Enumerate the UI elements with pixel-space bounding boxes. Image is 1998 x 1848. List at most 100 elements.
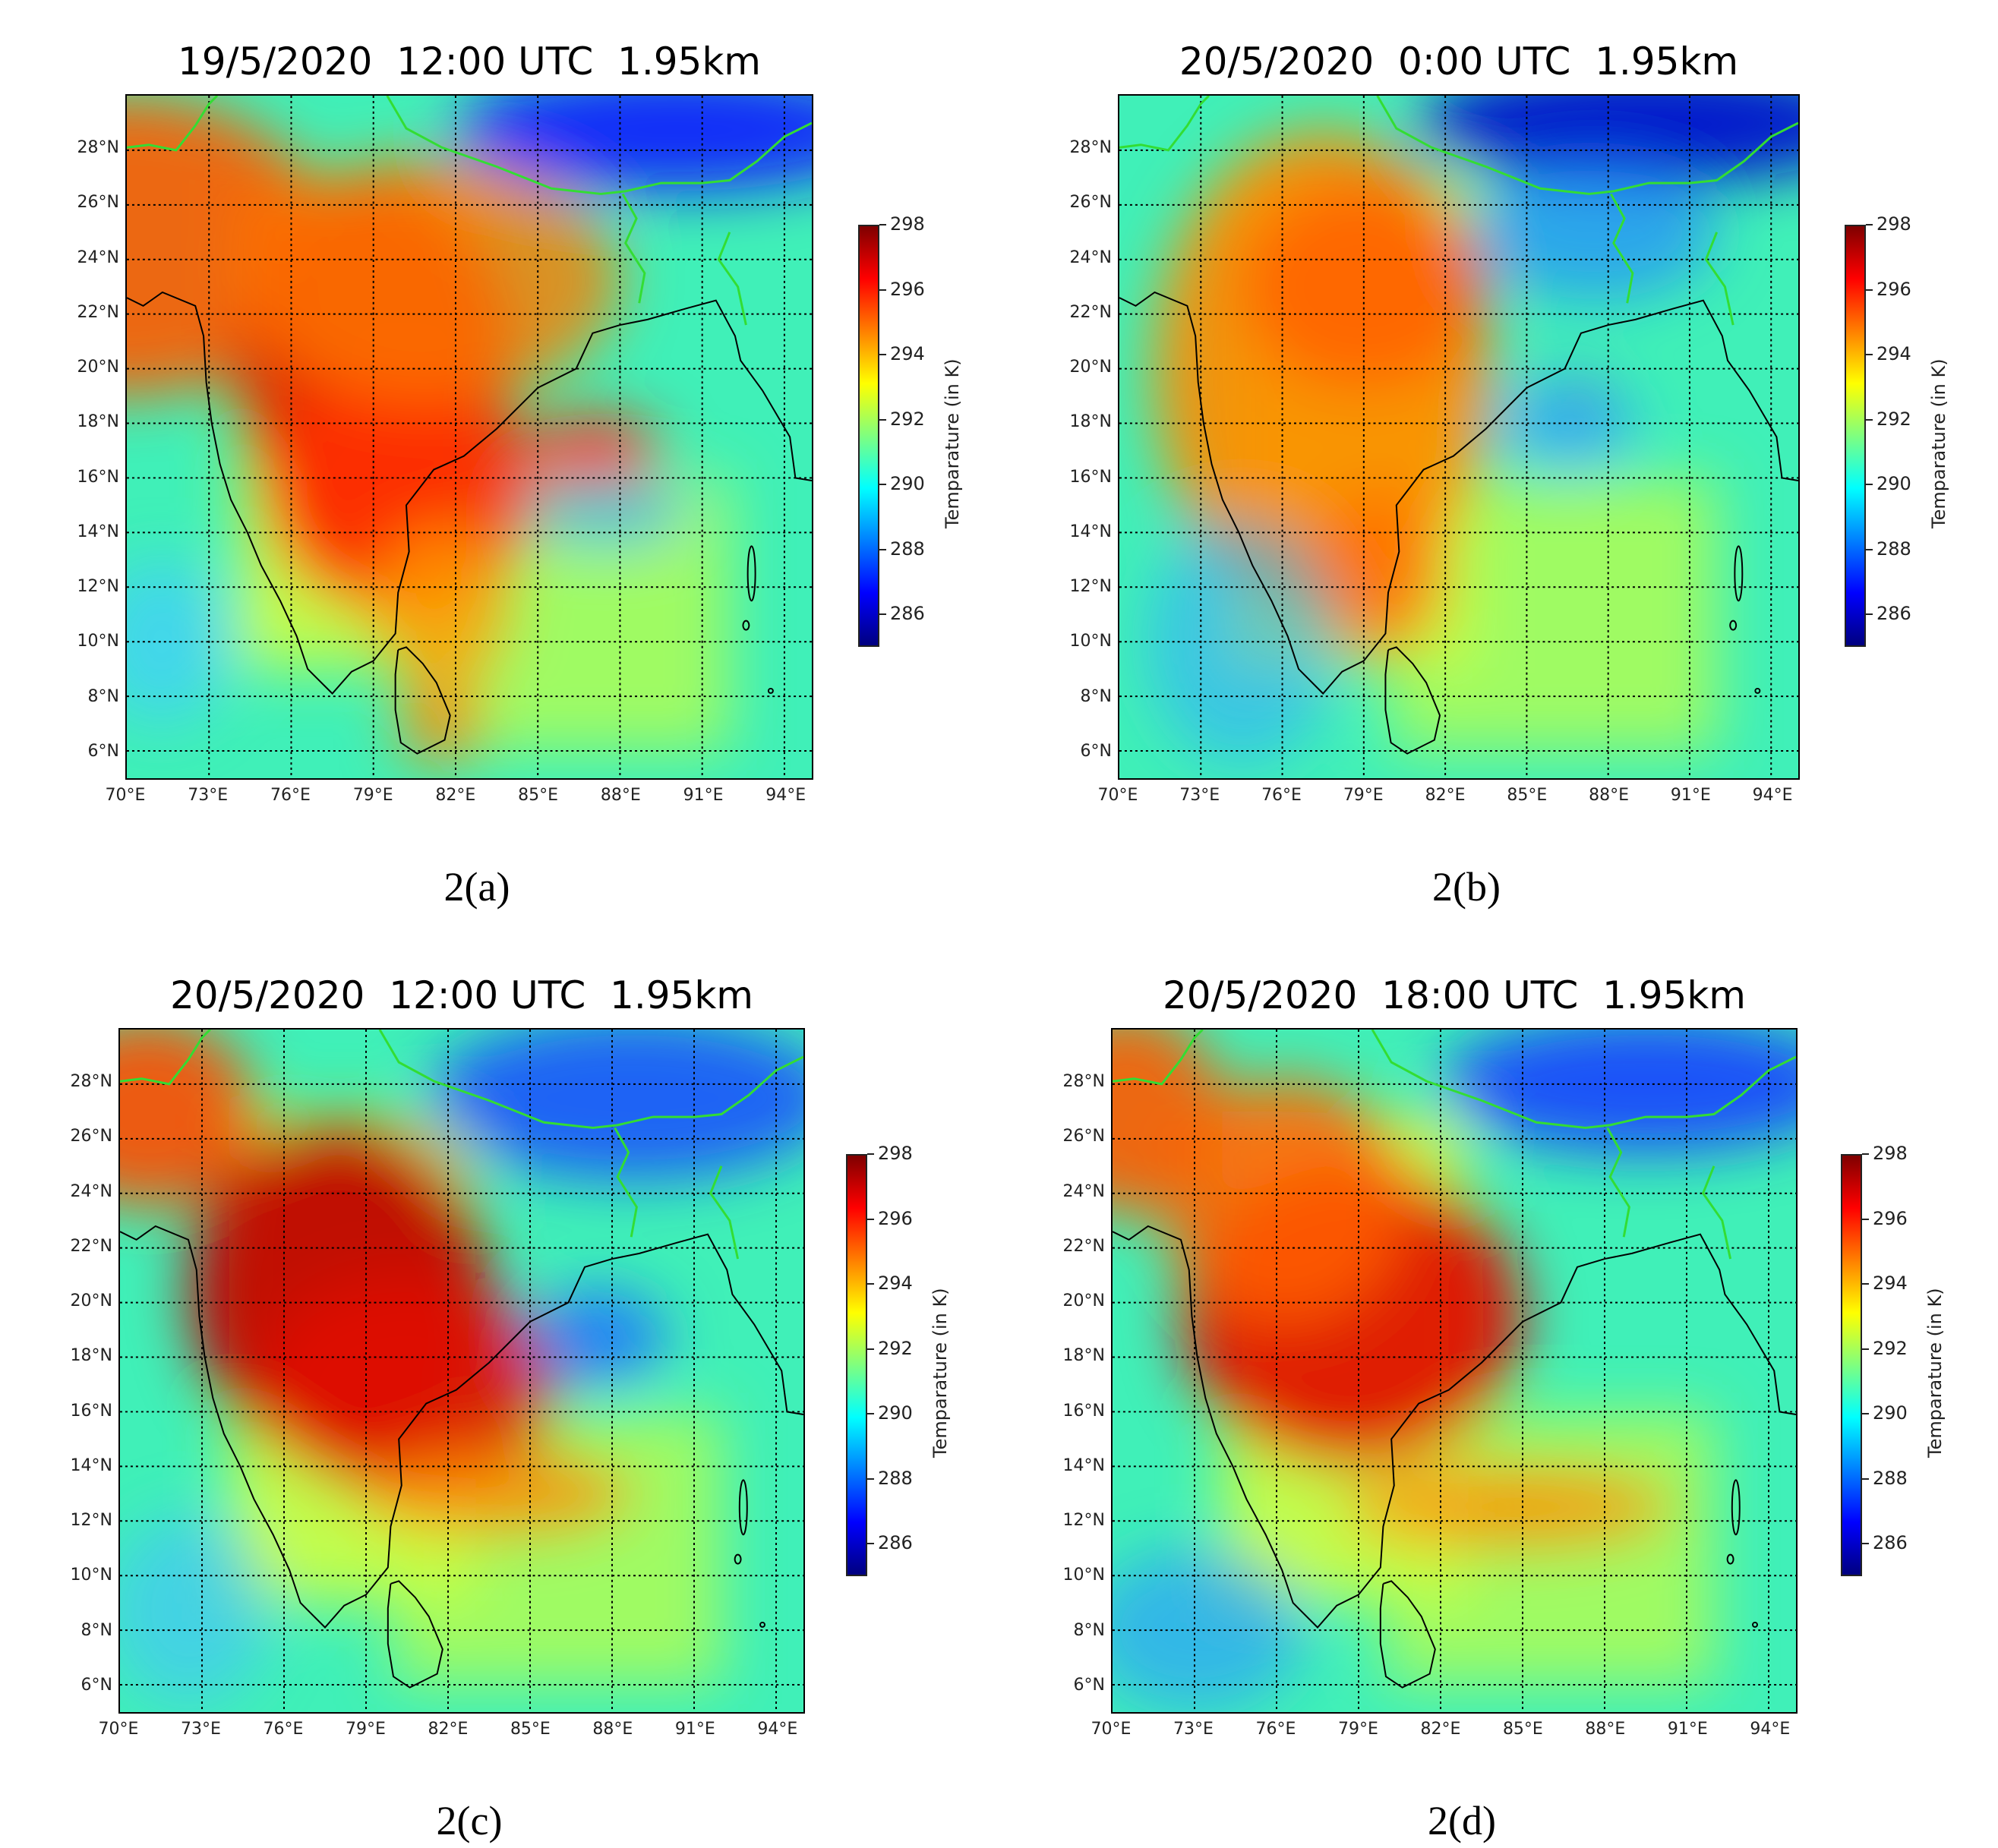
y-tick-label: 16°N <box>1062 1401 1105 1421</box>
colorbar <box>1841 1154 1862 1576</box>
y-tick-label: 6°N <box>87 741 119 761</box>
panel-title: 20/5/2020 0:00 UTC 1.95km <box>1179 39 1739 84</box>
x-tick-label: 85°E <box>1502 1720 1543 1739</box>
x-tick-label: 73°E <box>188 786 229 805</box>
panel-title: 20/5/2020 12:00 UTC 1.95km <box>169 973 754 1017</box>
x-tick-label: 79°E <box>352 786 393 805</box>
y-tick-label: 22°N <box>1069 302 1112 322</box>
temperature-map <box>1118 94 1800 780</box>
colorbar-tick-mark <box>867 1413 874 1415</box>
colorbar <box>858 225 879 647</box>
y-tick-label: 8°N <box>80 1620 112 1640</box>
panel-caption: 2(d) <box>1428 1798 1496 1843</box>
y-tick-label: 14°N <box>77 522 119 541</box>
colorbar-tick-mark <box>879 354 886 356</box>
x-tick-label: 73°E <box>181 1720 221 1739</box>
colorbar-tick-label: 294 <box>1873 1272 1908 1295</box>
y-tick-label: 24°N <box>70 1181 112 1201</box>
colorbar-tick-label: 296 <box>878 1207 913 1229</box>
colorbar-tick-mark <box>1866 224 1873 225</box>
x-tick-label: 76°E <box>1255 1720 1296 1739</box>
x-tick-label: 91°E <box>674 1720 715 1739</box>
y-tick-label: 16°N <box>1069 467 1112 487</box>
x-tick-label: 88°E <box>600 786 641 805</box>
colorbar-tick-mark <box>1862 1153 1869 1155</box>
colorbar-tick-label: 298 <box>878 1143 913 1164</box>
colorbar-label: Temparature (in K) <box>1928 358 1949 529</box>
colorbar-tick-label: 290 <box>1873 1402 1908 1424</box>
x-tick-label: 82°E <box>428 1720 469 1739</box>
colorbar-tick-mark <box>1862 1218 1869 1220</box>
temperature-map <box>125 94 813 780</box>
y-tick-label: 16°N <box>77 467 119 487</box>
x-tick-label: 79°E <box>1343 786 1384 805</box>
y-tick-label: 20°N <box>1062 1291 1105 1311</box>
x-tick-label: 73°E <box>1173 1720 1214 1739</box>
y-tick-label: 20°N <box>1069 358 1112 377</box>
y-tick-label: 8°N <box>1073 1620 1105 1640</box>
x-tick-label: 88°E <box>1585 1720 1626 1739</box>
y-tick-label: 16°N <box>70 1401 112 1421</box>
colorbar-tick-mark <box>867 1218 874 1220</box>
y-tick-label: 10°N <box>77 632 119 651</box>
colorbar-tick-mark <box>1866 484 1873 486</box>
y-tick-label: 10°N <box>1069 632 1112 651</box>
colorbar-label: Temparature (in K) <box>1924 1288 1946 1459</box>
x-tick-label: 82°E <box>1425 786 1466 805</box>
y-tick-label: 28°N <box>1062 1072 1105 1092</box>
y-tick-label: 20°N <box>77 358 119 377</box>
colorbar-tick-mark <box>879 548 886 550</box>
y-tick-label: 12°N <box>1069 577 1112 597</box>
y-tick-label: 26°N <box>77 193 119 213</box>
colorbar-tick-mark <box>1862 1413 1869 1415</box>
x-tick-label: 82°E <box>435 786 476 805</box>
x-tick-label: 88°E <box>592 1720 633 1739</box>
y-tick-label: 8°N <box>1080 686 1112 706</box>
y-tick-label: 12°N <box>1062 1511 1105 1531</box>
colorbar-tick-label: 286 <box>878 1532 913 1554</box>
x-tick-label: 91°E <box>1667 1720 1708 1739</box>
colorbar-tick-mark <box>1866 354 1873 356</box>
y-tick-label: 28°N <box>70 1072 112 1092</box>
y-tick-label: 18°N <box>77 412 119 432</box>
y-tick-label: 6°N <box>80 1675 112 1695</box>
panel-title: 20/5/2020 18:00 UTC 1.95km <box>1162 973 1747 1017</box>
x-tick-label: 70°E <box>98 1720 139 1739</box>
y-tick-label: 24°N <box>77 248 119 267</box>
x-tick-label: 76°E <box>263 1720 304 1739</box>
colorbar-tick-mark <box>879 418 886 421</box>
y-tick-label: 14°N <box>70 1455 112 1475</box>
x-tick-label: 85°E <box>1507 786 1548 805</box>
x-tick-label: 94°E <box>1752 786 1793 805</box>
y-tick-label: 18°N <box>1069 412 1112 432</box>
panel-title: 19/5/2020 12:00 UTC 1.95km <box>177 39 762 84</box>
y-tick-label: 26°N <box>1062 1127 1105 1146</box>
y-tick-label: 28°N <box>77 138 119 158</box>
colorbar-tick-mark <box>867 1283 874 1285</box>
x-tick-label: 88°E <box>1589 786 1629 805</box>
y-tick-label: 20°N <box>70 1291 112 1311</box>
colorbar-tick-label: 298 <box>890 213 925 235</box>
temperature-map <box>1111 1028 1798 1714</box>
x-tick-label: 76°E <box>270 786 311 805</box>
temperature-map <box>118 1028 805 1714</box>
x-tick-label: 85°E <box>518 786 559 805</box>
colorbar-tick-label: 286 <box>1873 1532 1908 1554</box>
y-tick-label: 22°N <box>77 302 119 322</box>
colorbar-tick-label: 290 <box>890 473 925 495</box>
colorbar-tick-mark <box>879 224 886 225</box>
colorbar-tick-mark <box>1862 1543 1869 1545</box>
colorbar-label: Temparature (in K) <box>942 358 963 529</box>
colorbar-tick-mark <box>1866 548 1873 550</box>
y-tick-label: 14°N <box>1062 1455 1105 1475</box>
x-tick-label: 70°E <box>1091 1720 1132 1739</box>
colorbar-tick-mark <box>879 484 886 486</box>
y-tick-label: 22°N <box>1062 1236 1105 1256</box>
colorbar-tick-label: 296 <box>1876 278 1911 300</box>
x-tick-label: 79°E <box>345 1720 386 1739</box>
x-tick-label: 73°E <box>1179 786 1220 805</box>
colorbar-tick-label: 286 <box>1876 603 1911 625</box>
y-tick-label: 24°N <box>1062 1181 1105 1201</box>
colorbar-label: Temparature (in K) <box>930 1288 951 1459</box>
colorbar-tick-label: 288 <box>890 538 925 560</box>
